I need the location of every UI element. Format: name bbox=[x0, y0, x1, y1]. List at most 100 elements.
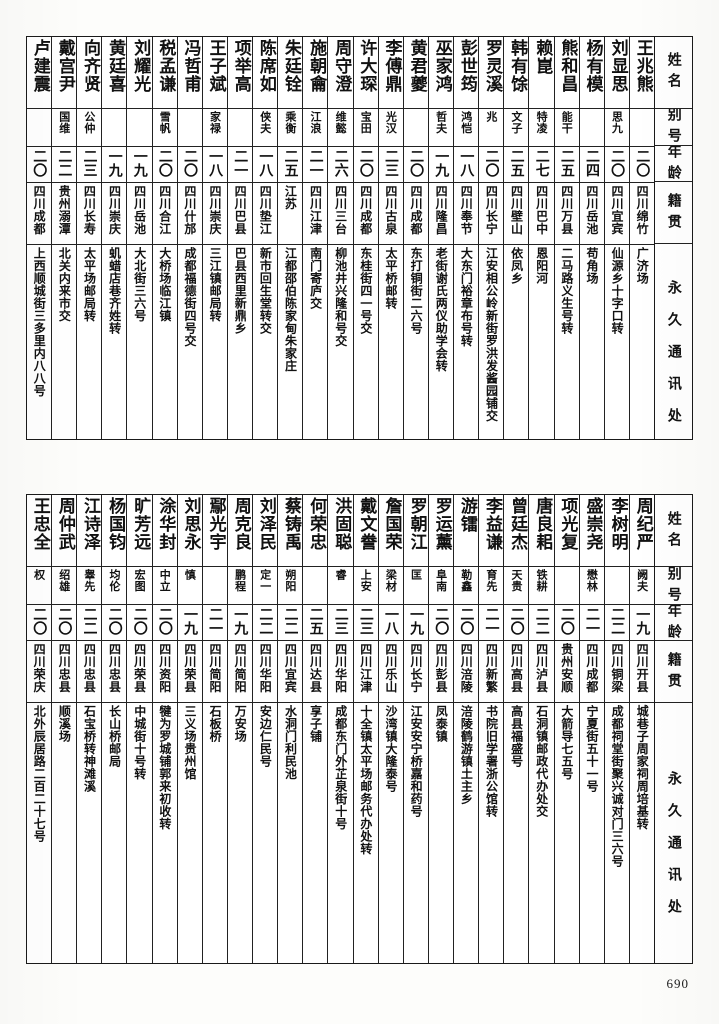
person-record-column[interactable]: 朱廷铨 乘衡 二五 江苏 江都邵伯陈家甸朱家庄 bbox=[277, 37, 303, 439]
cell-name-text: 朱廷铨 bbox=[281, 39, 302, 93]
cell-birthplace: 四川崇庆 bbox=[202, 183, 227, 245]
row-header-label: 别号 bbox=[665, 567, 682, 605]
cell-alias-text: 阙夫 bbox=[635, 569, 649, 592]
cell-address: 北关内来市交 bbox=[52, 245, 76, 439]
cell-alias-text: 维懿 bbox=[334, 111, 348, 134]
person-record-column[interactable]: 曾廷杰 天贵 二〇 四川高县 高县福盛号 bbox=[503, 495, 529, 963]
cell-address-text: 广济场 bbox=[635, 247, 650, 285]
cell-alias bbox=[102, 109, 127, 147]
cell-alias-text: 勒鑫 bbox=[459, 569, 473, 592]
person-record-column[interactable]: 李树明 二二 四川铜梁 成都祠堂街聚兴诚对门三六号 bbox=[603, 495, 629, 963]
person-record-column[interactable]: 冯哲甫 二〇 四川什邡 成都福德街四号交 bbox=[176, 37, 202, 439]
cell-alias: 定一 bbox=[253, 567, 278, 605]
cell-address-text: 涪陵鹤游镇土主乡 bbox=[459, 705, 474, 805]
cell-address: 凤泰镇 bbox=[429, 703, 453, 963]
cell-birthplace-text: 四川绵竹 bbox=[635, 185, 650, 235]
cell-name: 黄廷喜 bbox=[102, 37, 127, 109]
person-record-column[interactable]: 詹国荣 梁材 一八 四川乐山 沙湾镇大隆泰号 bbox=[377, 495, 403, 963]
cell-age: 二〇 bbox=[554, 605, 579, 641]
person-record-column[interactable]: 施朝龠 江浪 二一 四川江津 南门寄庐交 bbox=[302, 37, 328, 439]
cell-address-text: 享子铺 bbox=[308, 705, 323, 743]
person-record-column[interactable]: 刘思永慎一九 四川荣县 三义场贵州馆 bbox=[176, 495, 202, 963]
person-record-column[interactable]: 卢建震 二〇 四川成都 上西顺城街三多里内八八号 bbox=[26, 37, 51, 439]
person-record-column[interactable]: 何荣忠 二五 四川达县 享子铺 bbox=[302, 495, 328, 963]
person-record-column[interactable]: 巫家鸿 哲夫 一九 四川隆昌 老街谢氏两仪助学会转 bbox=[427, 37, 453, 439]
person-record-column[interactable]: 杨国钧 均伦 二〇 四川忠县 长山桥邮局 bbox=[101, 495, 127, 963]
person-record-column[interactable]: 向齐贤 公仲 二三 四川长寿 太平场邮局转 bbox=[76, 37, 102, 439]
row-header-age: 年龄 bbox=[655, 146, 692, 183]
person-record-column[interactable]: 罗运薰 阜南 二〇 四川彭县 凤泰镇 bbox=[427, 495, 453, 963]
cell-address: 太平场邮局转 bbox=[77, 245, 101, 439]
cell-address: 成都祠堂街聚兴诚对门三六号 bbox=[605, 703, 629, 963]
person-record-column[interactable]: 税孟谦 雪帆 二〇 四川合江 大桥场临江镇 bbox=[151, 37, 177, 439]
cell-alias: 梁材 bbox=[378, 567, 403, 605]
cell-address: 广济场 bbox=[630, 245, 654, 439]
cell-alias: 侠夫 bbox=[253, 109, 278, 147]
person-record-column[interactable]: 周守澄 维懿 二六 四川三台 柳池井兴隆和号交 bbox=[327, 37, 353, 439]
cell-address-text: 北关内来市交 bbox=[57, 247, 72, 322]
person-record-column[interactable]: 项光复 二〇 贵州安顺 大箭导七五号 bbox=[553, 495, 579, 963]
cell-address: 虮蜡店巷齐姓转 bbox=[102, 245, 126, 439]
person-record-column[interactable]: 彭世筠 鸿恺 一八 四川奉节 大东门裕章布号转 bbox=[453, 37, 479, 439]
cell-name: 曾廷杰 bbox=[504, 495, 529, 567]
person-record-column[interactable]: 熊和昌 能干 二五 四川万县 二马路义生号转 bbox=[553, 37, 579, 439]
cell-address: 太平桥邮转 bbox=[379, 245, 403, 439]
cell-name: 罗朝江 bbox=[403, 495, 428, 567]
person-record-column[interactable]: 罗灵溪兆二〇 四川长宁 江安相公岭新街罗洪发酱园铺交 bbox=[478, 37, 504, 439]
cell-name: 杨国钧 bbox=[102, 495, 127, 567]
person-record-column[interactable]: 赖崑 特凌 二七 四川巴中 恩阳河 bbox=[528, 37, 554, 439]
person-record-column[interactable]: 黄君夔 二〇 四川成都 东打铜街二六号 bbox=[402, 37, 428, 439]
person-record-column[interactable]: 黄廷喜一九 四川崇庆 虮蜡店巷齐姓转 bbox=[101, 37, 127, 439]
person-record-column[interactable]: 唐良耜 铁耕 二二 四川泸县 石洞镇邮政代办处交 bbox=[528, 495, 554, 963]
cell-name: 旷芳远 bbox=[127, 495, 152, 567]
person-record-column[interactable]: 王忠全权二〇 四川荣庆 北外辰居路二百二十七号 bbox=[26, 495, 51, 963]
person-record-column[interactable]: 王兆熊 二〇 四川绵竹 广济场 bbox=[628, 37, 654, 439]
person-record-column[interactable]: 涂华封 中立 二〇 四川资阳 犍为罗城铺郭来初收转 bbox=[151, 495, 177, 963]
person-record-column[interactable]: 戴文誊 上安 二三 四川江津 十全镇太平场邮务代办处转 bbox=[352, 495, 378, 963]
person-record-column[interactable]: 鄢光宇 二一 四川简阳 石板桥 bbox=[201, 495, 227, 963]
person-record-column[interactable]: 李傅鼎 光汉 二三 四川古泉 太平桥邮转 bbox=[377, 37, 403, 439]
person-record-column[interactable]: 刘泽民 定一 二二 四川华阳 安边仁民号 bbox=[252, 495, 278, 963]
cell-name-text: 卢建震 bbox=[29, 39, 50, 93]
cell-name-text: 罗朝江 bbox=[406, 497, 427, 551]
person-record-column[interactable]: 游镭 勒鑫 二〇 四川涪陵 涪陵鹤游镇土主乡 bbox=[453, 495, 479, 963]
row-header-alias: 别号 bbox=[655, 109, 692, 147]
person-record-column[interactable]: 陈席如 侠夫 一八 四川垫江 新市回生堂转交 bbox=[252, 37, 278, 439]
person-record-column[interactable]: 江诗泽 睾先 二二 四川忠县 石宝桥转神滩溪 bbox=[76, 495, 102, 963]
person-record-column[interactable]: 周仲武 绍雄 二〇 四川忠县 顺溪场 bbox=[51, 495, 77, 963]
cell-alias-text: 慎 bbox=[183, 569, 197, 581]
cell-alias-text: 文子 bbox=[510, 111, 524, 134]
person-record-column[interactable]: 李益谦 育先 二一 四川新繁 书院旧学署浙公馆转 bbox=[478, 495, 504, 963]
cell-address-text: 成都祠堂街聚兴诚对门三六号 bbox=[610, 705, 625, 868]
person-record-column[interactable]: 旷芳远 宏图 二〇 四川荣县 中城街十号转 bbox=[126, 495, 152, 963]
person-record-column[interactable]: 周克良 鹏程 一九 四川简阳 万安场 bbox=[226, 495, 252, 963]
person-record-column[interactable]: 刘显思 思九 二〇 四川宜宾 仙源乡十字口转 bbox=[603, 37, 629, 439]
cell-name: 向齐贤 bbox=[77, 37, 102, 109]
cell-birthplace-text: 四川长宁 bbox=[409, 643, 424, 693]
cell-birthplace-text: 江苏 bbox=[283, 185, 298, 210]
person-record-column[interactable]: 罗朝江匡一九 四川长宁 江安安宁桥嘉和药号 bbox=[402, 495, 428, 963]
cell-address: 中城街十号转 bbox=[127, 703, 151, 963]
person-record-column[interactable]: 项举高 二一 四川巴县 巴县西里新鼎乡 bbox=[226, 37, 252, 439]
person-record-column[interactable]: 许大琛 宝田 二〇 四川成都 东桂街四一号交 bbox=[352, 37, 378, 439]
person-record-column[interactable]: 盛崇尧 懋林 二一 四川成都 宁夏街五十一号 bbox=[578, 495, 604, 963]
cell-alias-text: 光汉 bbox=[384, 111, 398, 134]
cell-name-text: 熊和昌 bbox=[557, 39, 578, 93]
cell-birthplace: 四川万县 bbox=[554, 183, 579, 245]
person-record-column[interactable]: 戴宫尹 国维 二二 贵州溺潭 北关内来市交 bbox=[51, 37, 77, 439]
person-record-column[interactable]: 洪固聪睿二三 四川华阳 成都东门外芷泉街十号 bbox=[327, 495, 353, 963]
person-record-column[interactable]: 韩有馀 文子 二五 四川壁山 依凤乡 bbox=[503, 37, 529, 439]
cell-birthplace: 四川崇庆 bbox=[102, 183, 127, 245]
person-record-column[interactable]: 刘耀光 一九 四川岳池 大北街三六号 bbox=[126, 37, 152, 439]
person-record-column[interactable]: 周纪严 阙夫 一九 四川开县 城巷子周家祠周培基转 bbox=[628, 495, 654, 963]
cell-address-text: 太平场邮局转 bbox=[82, 247, 97, 322]
cell-age: 一九 bbox=[102, 147, 127, 183]
cell-birthplace: 四川长宁 bbox=[479, 183, 504, 245]
person-record-column[interactable]: 王子斌 家禄 一八 四川崇庆 三江镇邮局转 bbox=[201, 37, 227, 439]
cell-address-text: 沙湾镇大隆泰号 bbox=[384, 705, 399, 793]
cell-birthplace-text: 四川岳池 bbox=[132, 185, 147, 235]
person-record-column[interactable]: 杨有模 二四 四川岳池 苟角场 bbox=[578, 37, 604, 439]
person-record-column[interactable]: 蔡铸禹 朔阳 二二 四川宜宾 水洞门利民池 bbox=[277, 495, 303, 963]
cell-birthplace-text: 四川资阳 bbox=[157, 643, 172, 693]
cell-name: 唐良耜 bbox=[529, 495, 554, 567]
